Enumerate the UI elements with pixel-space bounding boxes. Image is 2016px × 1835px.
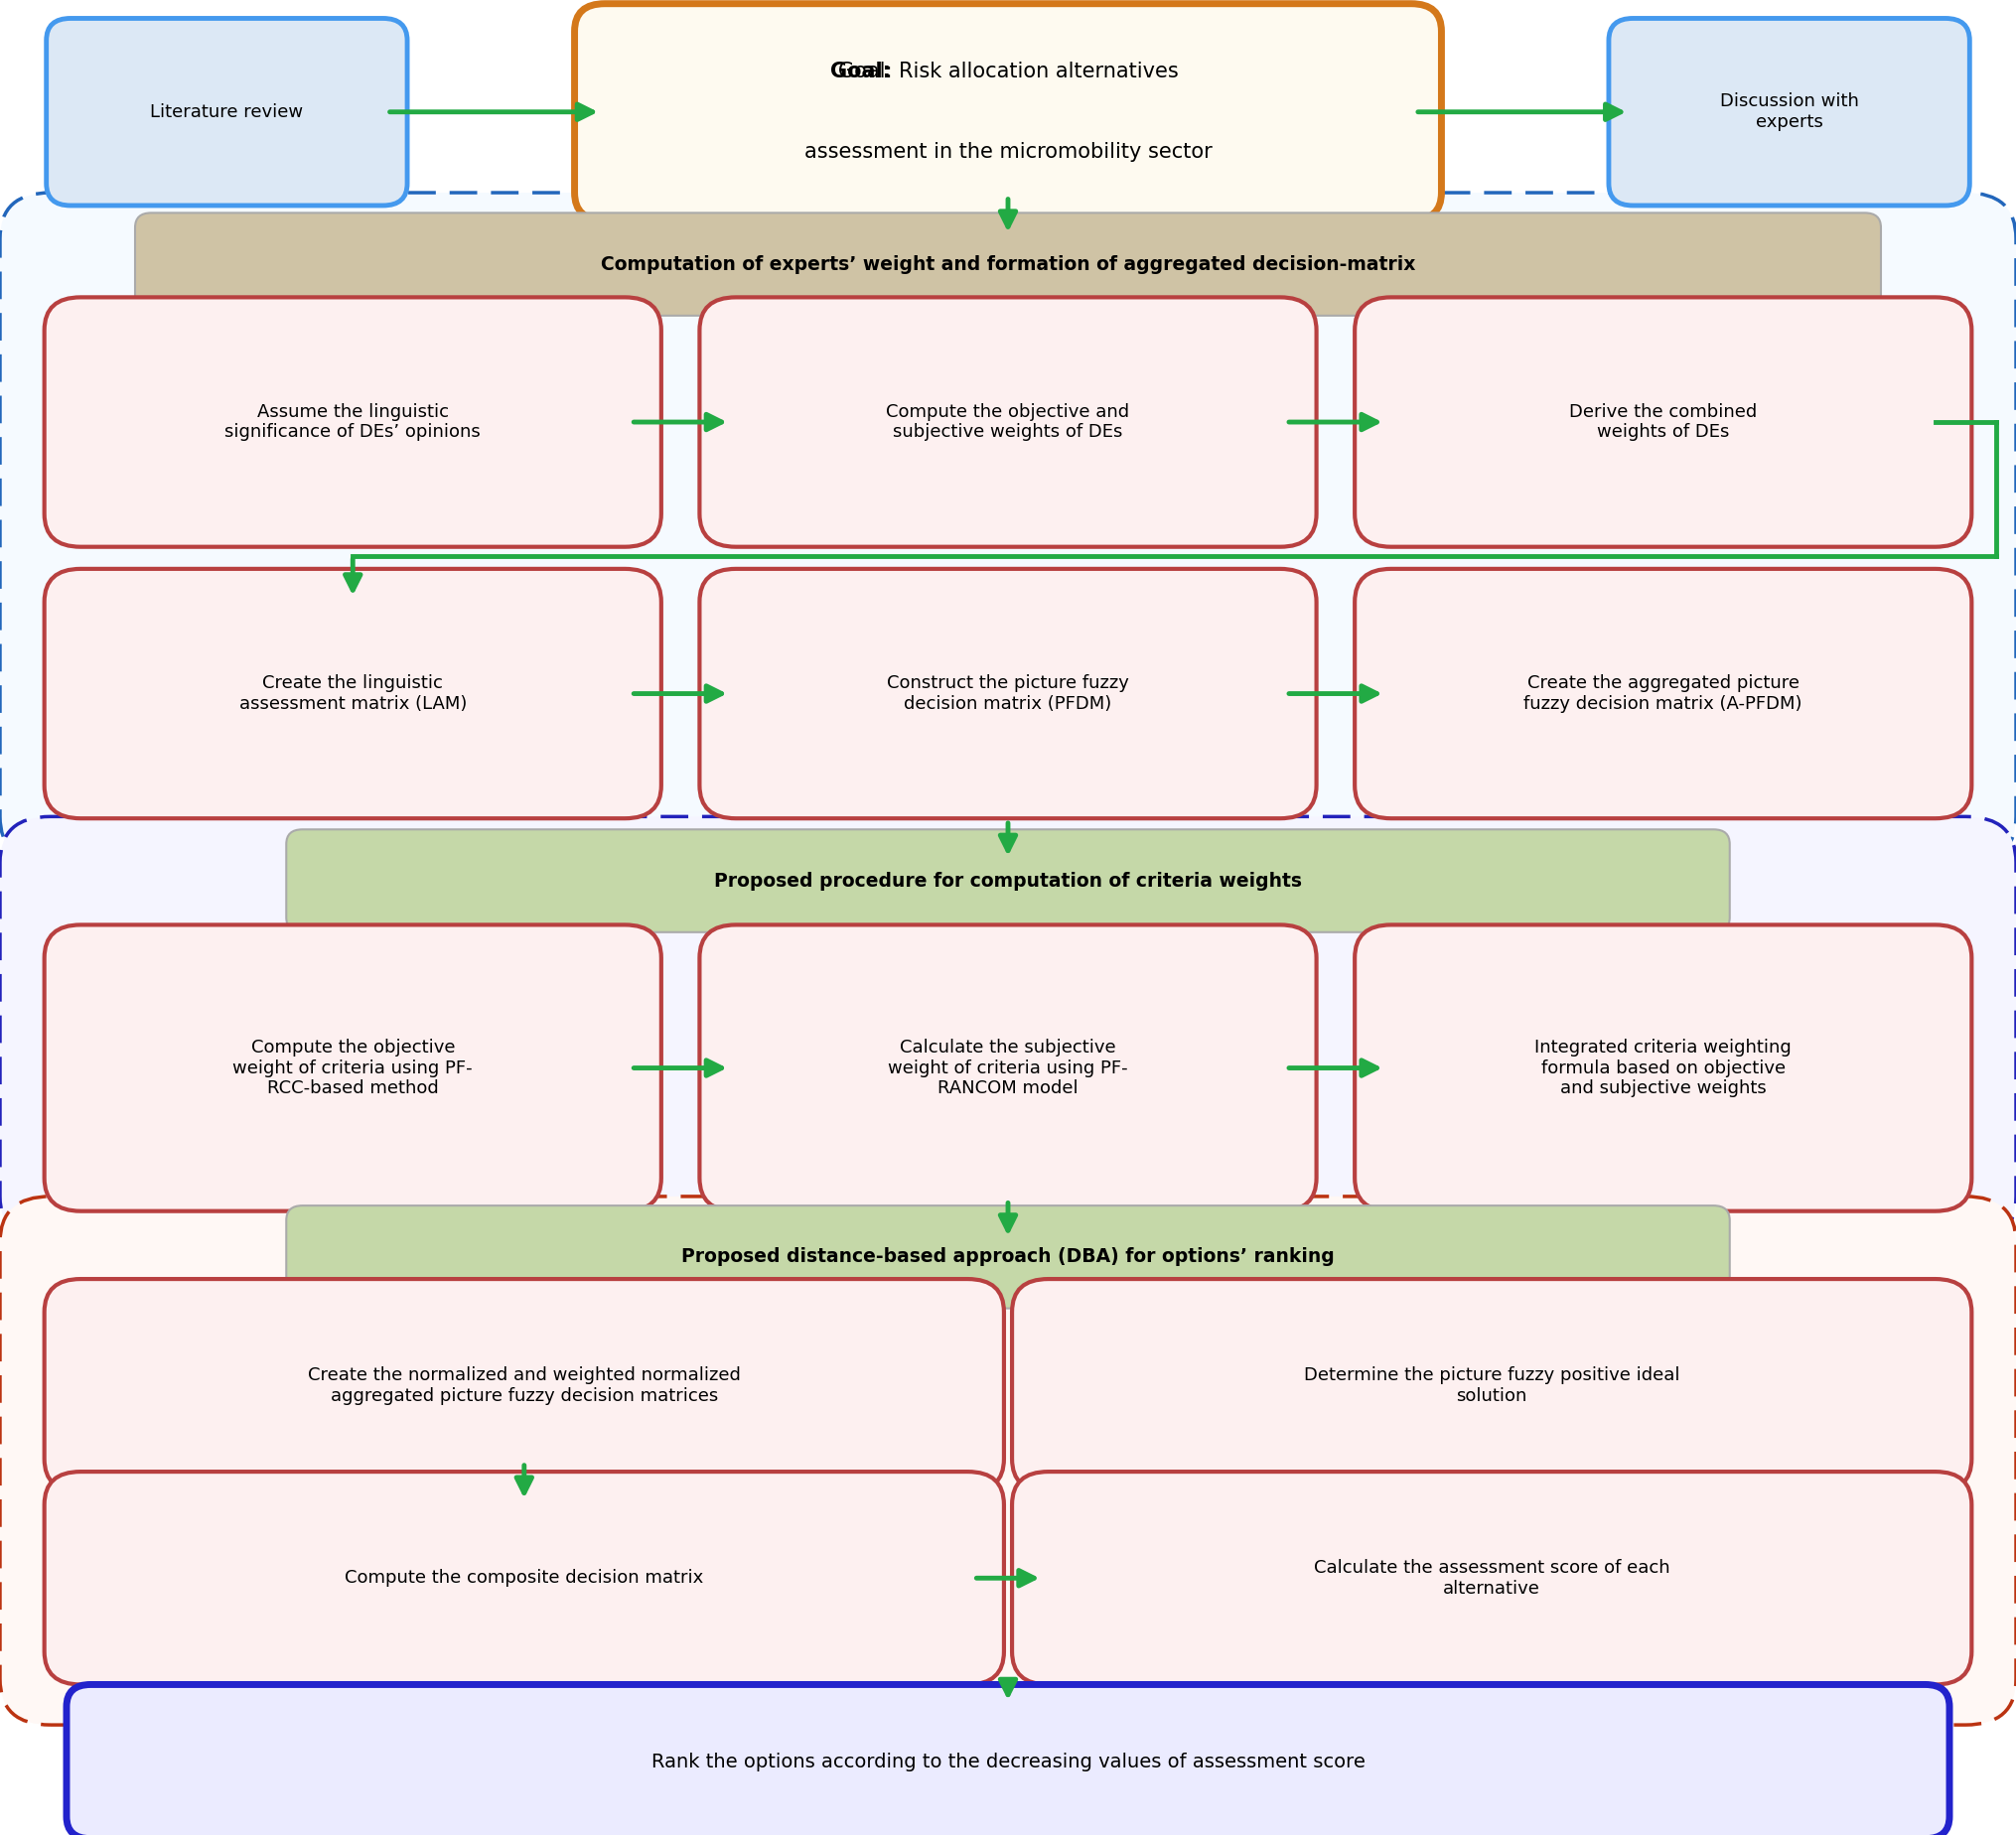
FancyBboxPatch shape xyxy=(44,569,661,818)
Text: Create the linguistic
assessment matrix (LAM): Create the linguistic assessment matrix … xyxy=(240,675,466,712)
FancyBboxPatch shape xyxy=(67,1685,1949,1835)
Text: Goal:: Goal: xyxy=(831,62,891,81)
Text: Assume the linguistic
significance of DEs’ opinions: Assume the linguistic significance of DE… xyxy=(226,404,480,440)
FancyBboxPatch shape xyxy=(1012,1472,1972,1685)
FancyBboxPatch shape xyxy=(1355,569,1972,818)
Text: Computation of experts’ weight and formation of aggregated decision-matrix: Computation of experts’ weight and forma… xyxy=(601,255,1415,273)
FancyBboxPatch shape xyxy=(286,829,1730,932)
Text: Goal: Risk allocation alternatives: Goal: Risk allocation alternatives xyxy=(839,62,1177,81)
Text: Calculate the assessment score of each
alternative: Calculate the assessment score of each a… xyxy=(1314,1560,1669,1596)
FancyBboxPatch shape xyxy=(0,1196,2016,1725)
Text: Compute the objective and
subjective weights of DEs: Compute the objective and subjective wei… xyxy=(887,404,1129,440)
FancyBboxPatch shape xyxy=(0,817,2016,1242)
Text: Derive the combined
weights of DEs: Derive the combined weights of DEs xyxy=(1568,404,1758,440)
Text: Proposed procedure for computation of criteria weights: Proposed procedure for computation of cr… xyxy=(714,872,1302,890)
Text: Calculate the subjective
weight of criteria using PF-
RANCOM model: Calculate the subjective weight of crite… xyxy=(887,1039,1129,1097)
Text: Integrated criteria weighting
formula based on objective
and subjective weights: Integrated criteria weighting formula ba… xyxy=(1534,1039,1792,1097)
Text: Determine the picture fuzzy positive ideal
solution: Determine the picture fuzzy positive ide… xyxy=(1304,1367,1679,1404)
FancyBboxPatch shape xyxy=(44,1279,1004,1492)
FancyBboxPatch shape xyxy=(0,193,2016,862)
Text: Rank the options according to the decreasing values of assessment score: Rank the options according to the decrea… xyxy=(651,1752,1365,1771)
Text: Proposed distance-based approach (DBA) for options’ ranking: Proposed distance-based approach (DBA) f… xyxy=(681,1248,1335,1266)
FancyBboxPatch shape xyxy=(286,1206,1730,1308)
FancyBboxPatch shape xyxy=(1355,297,1972,547)
FancyBboxPatch shape xyxy=(1609,18,1970,206)
Text: assessment in the micromobility sector: assessment in the micromobility sector xyxy=(804,143,1212,161)
FancyBboxPatch shape xyxy=(700,569,1316,818)
FancyBboxPatch shape xyxy=(700,297,1316,547)
FancyBboxPatch shape xyxy=(700,925,1316,1211)
Text: Compute the objective
weight of criteria using PF-
RCC-based method: Compute the objective weight of criteria… xyxy=(232,1039,474,1097)
Text: Create the aggregated picture
fuzzy decision matrix (A-PFDM): Create the aggregated picture fuzzy deci… xyxy=(1524,675,1802,712)
Text: Construct the picture fuzzy
decision matrix (PFDM): Construct the picture fuzzy decision mat… xyxy=(887,675,1129,712)
FancyBboxPatch shape xyxy=(1012,1279,1972,1492)
Text: Compute the composite decision matrix: Compute the composite decision matrix xyxy=(345,1569,704,1587)
FancyBboxPatch shape xyxy=(46,18,407,206)
FancyBboxPatch shape xyxy=(44,297,661,547)
Text: Literature review: Literature review xyxy=(151,103,302,121)
Text: Create the normalized and weighted normalized
aggregated picture fuzzy decision : Create the normalized and weighted norma… xyxy=(308,1367,740,1404)
FancyBboxPatch shape xyxy=(44,925,661,1211)
FancyBboxPatch shape xyxy=(135,213,1881,316)
FancyBboxPatch shape xyxy=(44,1472,1004,1685)
FancyBboxPatch shape xyxy=(1355,925,1972,1211)
Text: Discussion with
experts: Discussion with experts xyxy=(1720,94,1859,130)
FancyBboxPatch shape xyxy=(575,4,1441,220)
